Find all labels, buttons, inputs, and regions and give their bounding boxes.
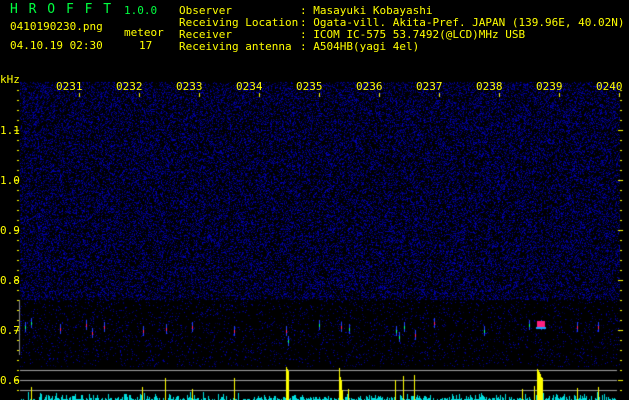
freq-label: 1.1 (0, 124, 20, 137)
location-value: : Ogata-vill. Akita-Pref. JAPAN (139.96E… (300, 16, 625, 29)
freq-label: 0.8 (0, 274, 20, 287)
location-label: Receiving Location (179, 16, 299, 29)
meteor-count: 17 (139, 39, 153, 52)
time-label: 0232 (116, 80, 143, 93)
freq-unit: kHz (0, 73, 20, 86)
time-label: 0233 (176, 80, 203, 93)
time-label: 0238 (476, 80, 503, 93)
meteor-label: meteor (124, 26, 164, 39)
antenna-value: : A504HB(yagi 4el) (300, 40, 420, 53)
freq-label: 0.7 (0, 324, 20, 337)
time-label: 0237 (416, 80, 443, 93)
app-title: H R O F F T (10, 2, 113, 17)
receiver-label: Receiver (179, 28, 232, 41)
freq-label: 0.6 (0, 374, 20, 387)
receiver-value: : ICOM IC-575 53.7492(@LCD)MHz USB (300, 28, 526, 41)
freq-label: 0.9 (0, 224, 20, 237)
time-label: 0231 (56, 80, 83, 93)
observer-label: Observer (179, 4, 232, 17)
time-label: 0235 (296, 80, 323, 93)
freq-label: 1.0 (0, 174, 20, 187)
time-label: 0236 (356, 80, 383, 93)
time-label: 0240 (596, 80, 623, 93)
observer-value: : Masayuki Kobayashi (300, 4, 433, 17)
app-version: 1.0.0 (124, 4, 158, 17)
file-name: 0410190230.png (10, 20, 103, 33)
time-label: 0239 (536, 80, 563, 93)
time-label: 0234 (236, 80, 263, 93)
file-datetime: 04.10.19 02:30 (10, 39, 103, 52)
antenna-label: Receiving antenna (179, 40, 292, 53)
